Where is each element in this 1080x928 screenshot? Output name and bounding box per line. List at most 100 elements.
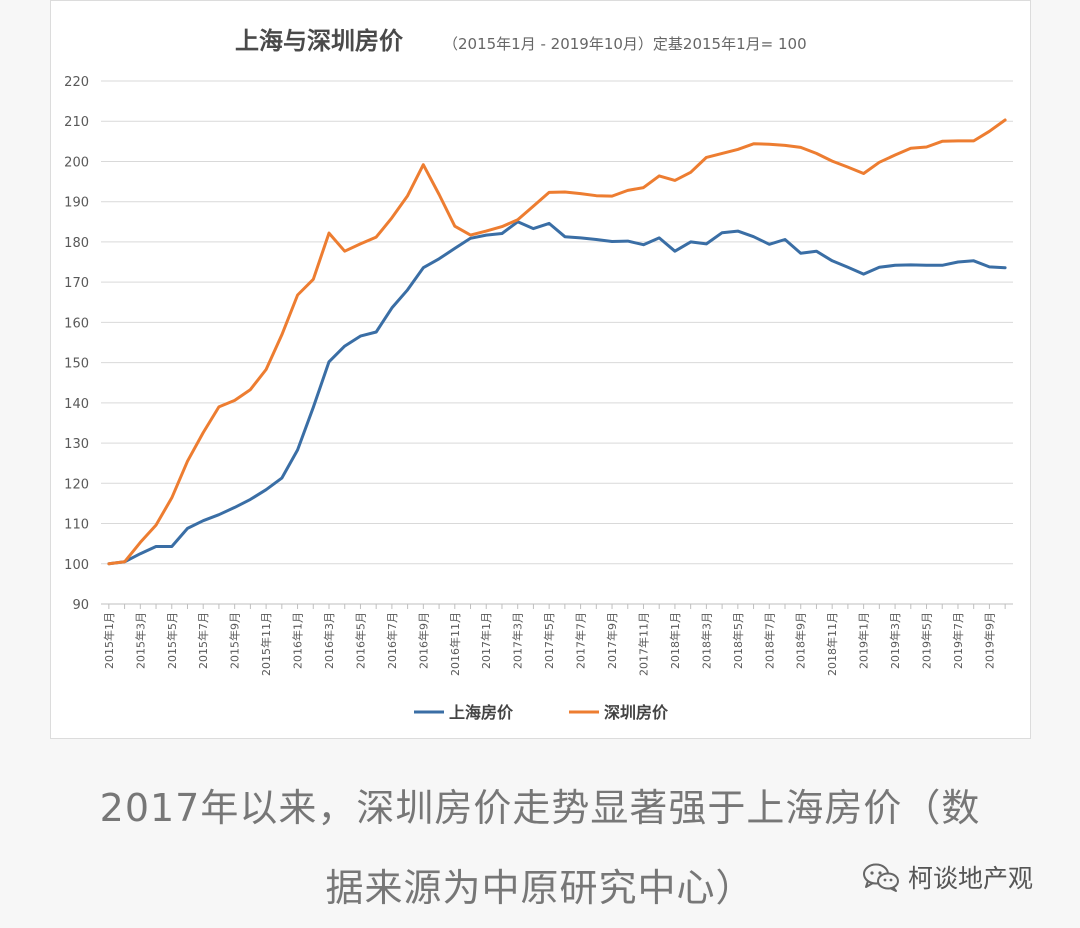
x-tick-label: 2017年9月 [605, 612, 619, 669]
data-point [831, 259, 834, 262]
data-point [626, 240, 629, 243]
series-layer [107, 118, 1007, 566]
data-point [705, 156, 708, 159]
y-tick-label: 210 [64, 115, 89, 130]
data-point [721, 231, 724, 234]
data-point [784, 238, 786, 241]
x-tick-label: 2015年7月 [196, 612, 210, 669]
data-point [139, 552, 142, 555]
y-tick-label: 160 [64, 316, 89, 331]
chart-title: 上海与深圳房价 [235, 27, 404, 55]
data-point [532, 205, 535, 208]
y-tick-label: 190 [64, 196, 89, 211]
y-tick-label: 140 [64, 397, 89, 412]
data-point [532, 227, 535, 230]
data-point [390, 216, 393, 219]
data-point [249, 498, 252, 501]
data-point [705, 242, 708, 245]
data-point [202, 519, 205, 522]
data-point [123, 560, 126, 563]
x-tick-label: 2015年1月 [102, 612, 116, 669]
data-point [941, 264, 944, 267]
data-point [155, 524, 158, 527]
watermark-text: 柯谈地产观 [908, 864, 1034, 893]
chart-subtitle: （2015年1月 - 2019年10月）定基2015年1月= 100 [443, 35, 807, 53]
data-point [909, 147, 912, 150]
data-point [107, 562, 110, 565]
caption-line-1: 2017年以来，深圳房价走势显著强于上海房价（数 [99, 786, 981, 830]
y-tick-label: 200 [64, 155, 89, 170]
data-point [878, 161, 881, 164]
data-point [375, 331, 378, 334]
data-point [626, 189, 629, 192]
data-point [972, 259, 975, 262]
data-point [422, 266, 425, 269]
data-point [280, 477, 283, 480]
data-point [312, 278, 315, 281]
data-point [611, 240, 614, 243]
data-point [579, 192, 582, 195]
data-point [217, 405, 220, 408]
x-tick-label: 2019年9月 [982, 612, 996, 669]
data-point [642, 186, 645, 189]
series-line-shenzhen [107, 118, 1007, 566]
data-point [422, 163, 425, 166]
data-point [673, 179, 676, 182]
data-point [799, 252, 802, 255]
x-tick-label: 2019年7月 [951, 612, 965, 669]
y-tick-label: 220 [64, 75, 89, 90]
data-point [642, 243, 645, 246]
data-point [972, 139, 975, 142]
chart-frame: 上海与深圳房价 （2015年1月 - 2019年10月）定基2015年1月= 1… [50, 0, 1031, 739]
legend: 上海房价 深圳房价 [414, 703, 669, 722]
data-point [170, 496, 173, 499]
legend-label-shanghai: 上海房价 [449, 703, 514, 722]
x-tick-label: 2015年11月 [259, 612, 273, 676]
data-point [1004, 266, 1007, 269]
legend-label-shenzhen: 深圳房价 [604, 703, 669, 722]
data-point [894, 154, 897, 157]
data-point [925, 264, 928, 267]
data-point [485, 230, 488, 233]
data-point [359, 335, 362, 338]
x-tick-label: 2018年7月 [762, 612, 776, 669]
data-point [689, 171, 692, 174]
data-point [186, 527, 189, 530]
data-point [500, 225, 503, 228]
data-point [516, 218, 519, 221]
data-point [453, 225, 456, 228]
y-tick-label: 120 [64, 477, 89, 492]
data-point [595, 238, 598, 241]
x-tick-label: 2017年11月 [636, 612, 650, 676]
data-point [233, 399, 236, 402]
x-tick-label: 2017年1月 [479, 612, 493, 669]
data-point [217, 513, 220, 516]
data-point [752, 142, 755, 145]
data-point [862, 172, 865, 175]
data-point [328, 232, 330, 235]
data-point [941, 140, 944, 143]
x-tick-label: 2018年11月 [825, 612, 839, 676]
data-point [438, 257, 441, 260]
x-tick-label: 2017年7月 [574, 612, 588, 669]
data-point [170, 545, 173, 548]
y-tick-label: 170 [64, 276, 89, 291]
y-axis: 90 100 110 120 130 140 150 160 170 180 190 200 210 22… [64, 75, 89, 613]
x-tick-label: 2015年3月 [133, 612, 147, 669]
caption-line-2: 据来源为中原研究中心） [325, 866, 755, 910]
data-point [375, 236, 378, 239]
wechat-icon [863, 863, 899, 892]
data-point [249, 388, 252, 391]
data-point [469, 234, 472, 237]
data-point [736, 230, 739, 233]
data-point [752, 235, 755, 238]
data-point [595, 194, 598, 197]
data-point [312, 406, 315, 409]
data-point [768, 143, 771, 146]
caption: 2017年以来，深圳房价走势显著强于上海房价（数 据来源为中原研究中心） [0, 768, 1080, 928]
data-point [815, 250, 818, 253]
data-point [862, 273, 865, 276]
data-point [831, 160, 834, 163]
data-point [956, 261, 959, 264]
x-tick-label: 2017年3月 [511, 612, 525, 669]
